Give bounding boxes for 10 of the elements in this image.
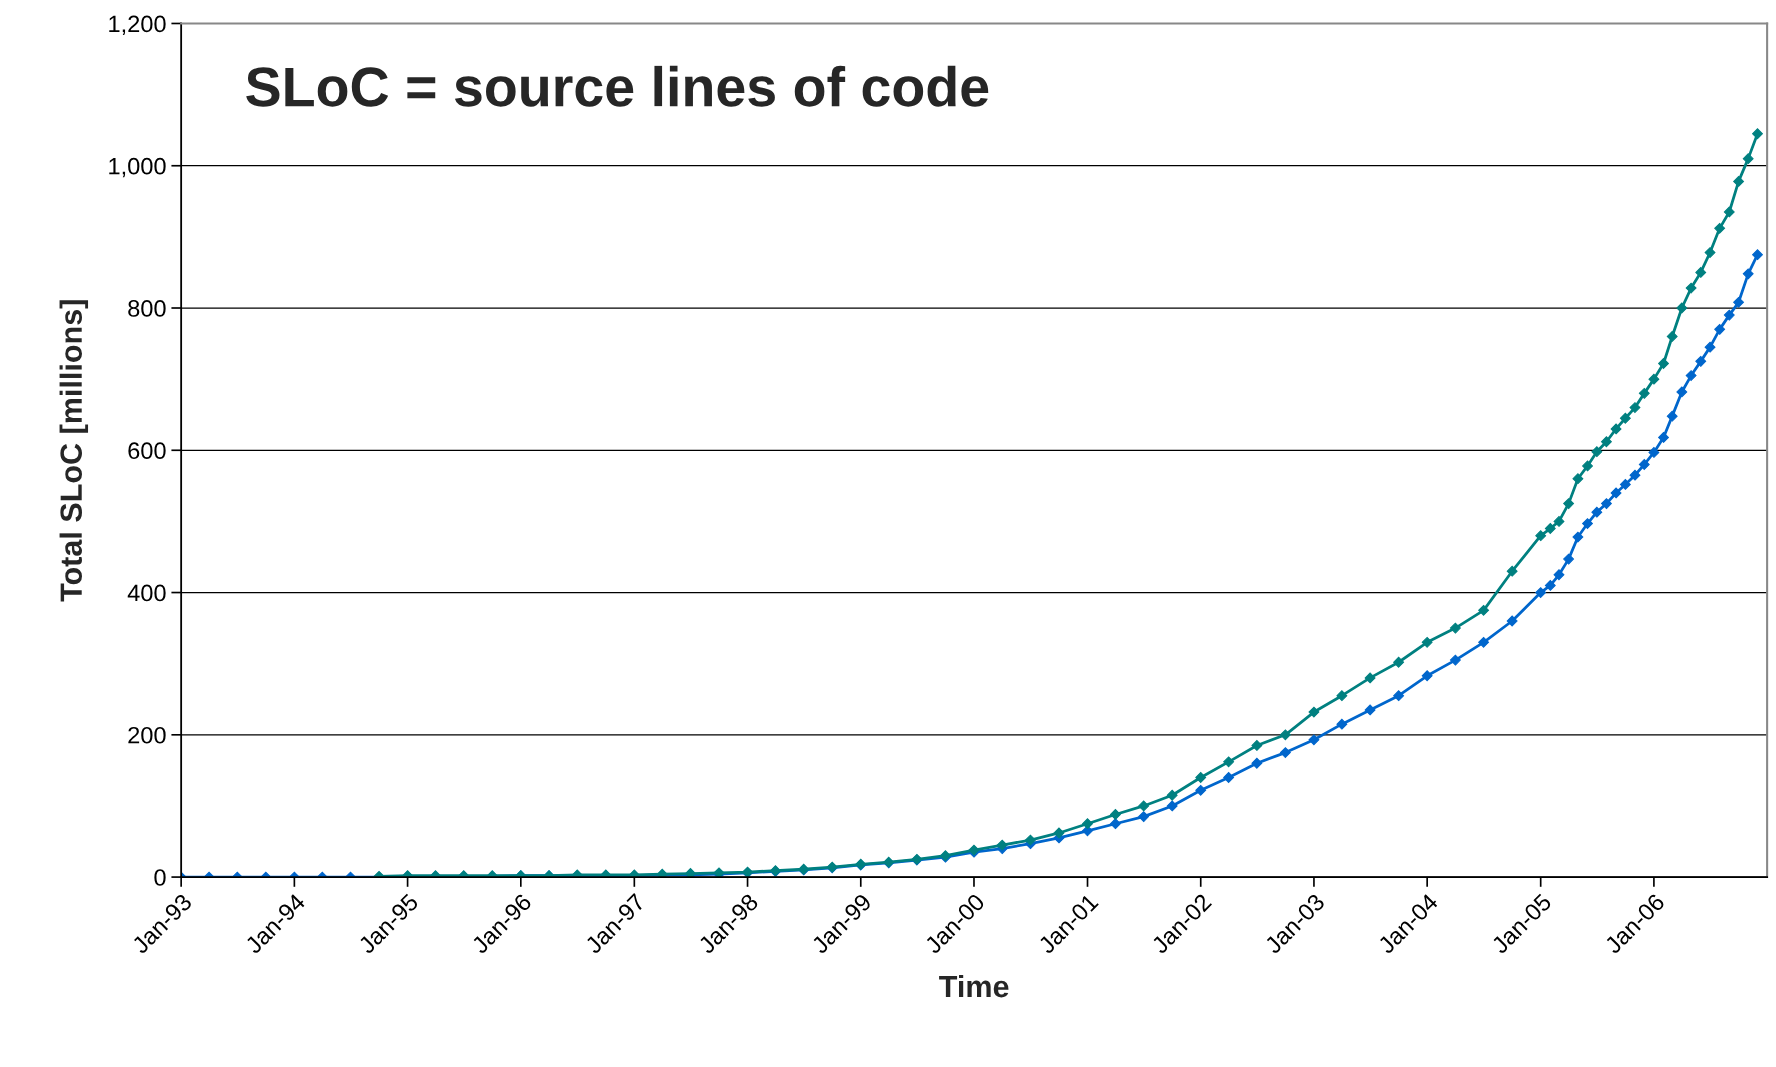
- y-tick-label: 400: [127, 584, 166, 602]
- y-axis-title: Total SLoC [millions]: [59, 300, 89, 602]
- y-tick-label: 1,200: [109, 15, 166, 36]
- y-tick-label: 200: [128, 726, 166, 744]
- y-tick-label: 1,000: [109, 157, 166, 178]
- x-axis-title: Time: [939, 974, 1009, 998]
- y-tick-label: 800: [128, 300, 166, 317]
- y-tick-label: 0: [154, 869, 166, 886]
- annotation: SLoC = source lines of code: [246, 65, 989, 107]
- y-tick-label: 600: [128, 442, 166, 460]
